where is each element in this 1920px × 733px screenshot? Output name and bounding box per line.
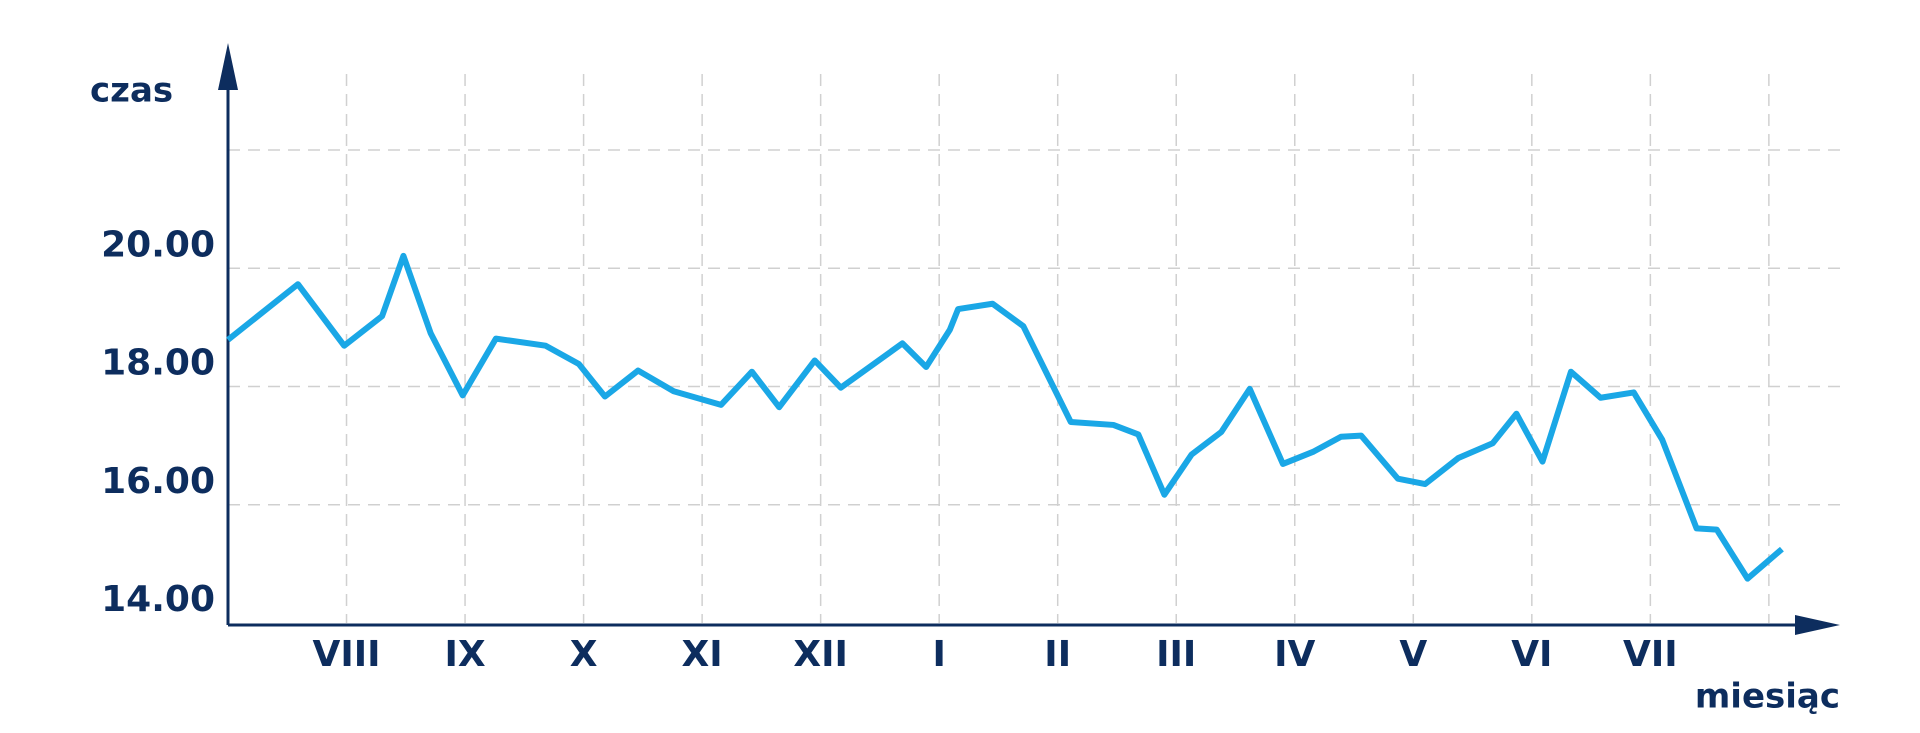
- data-line: [226, 252, 1784, 582]
- x-tick-label: VI: [1511, 634, 1552, 675]
- y-tick-label: 14.00: [101, 579, 215, 620]
- x-tick-label: II: [1044, 634, 1071, 675]
- x-tick-label: IV: [1274, 634, 1315, 675]
- x-axis-label: miesiąc: [1695, 677, 1840, 717]
- x-tick-label: III: [1156, 634, 1196, 675]
- x-tick-label: XII: [793, 634, 848, 675]
- y-tick-label: 16.00: [101, 461, 215, 502]
- x-tick-label: XI: [682, 634, 723, 675]
- x-tick-label: I: [932, 634, 945, 675]
- x-tick-label: VIII: [313, 634, 381, 675]
- y-axis-label: czas: [90, 71, 173, 111]
- y-axis-arrow: [218, 43, 238, 90]
- y-tick-label: 20.00: [101, 224, 215, 265]
- x-tick-label: X: [570, 634, 598, 675]
- x-axis-arrow: [1795, 615, 1840, 635]
- x-tick-label: IX: [444, 634, 485, 675]
- x-tick-label: V: [1399, 634, 1427, 675]
- x-tick-label: VII: [1623, 634, 1678, 675]
- y-tick-label: 18.00: [101, 343, 215, 384]
